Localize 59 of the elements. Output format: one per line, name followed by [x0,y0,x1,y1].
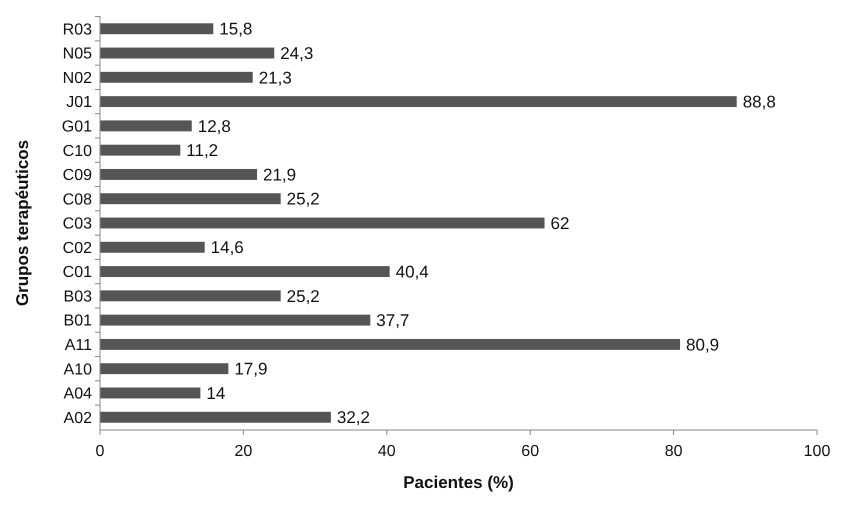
y-tick-label: G01 [62,118,92,136]
bar [100,242,205,253]
bar [100,290,281,302]
data-label: 14,6 [210,238,244,258]
bar [100,218,545,228]
bar [100,72,253,83]
data-label: 12,8 [198,116,231,136]
y-tick-label: B03 [64,288,92,306]
x-axis-title: Pacientes (%) [403,473,514,492]
data-label: 25,2 [286,190,320,209]
y-tick-label: J01 [66,94,92,112]
x-tick-label: 80 [664,443,683,460]
bar [100,48,274,58]
data-label: 21,9 [263,165,296,184]
data-label: 17,9 [234,360,268,379]
bar [100,168,258,180]
bar [100,363,228,374]
y-tick-label: A11 [64,337,92,354]
y-tick-label: A02 [64,410,92,427]
data-label: 24,3 [280,44,314,63]
y-tick-label: N05 [62,46,92,63]
data-label: 25,2 [286,286,320,306]
data-label: 40,4 [396,262,429,282]
bar [100,338,680,350]
y-tick-label: A10 [64,361,92,378]
data-label: 32,2 [336,408,370,428]
y-axis-title: Grupos terapéuticos [13,140,32,306]
data-label: 14 [206,384,226,403]
data-label: 62 [550,214,570,233]
bar [100,412,331,423]
y-tick-label: A04 [64,386,92,403]
y-tick-label: C08 [62,191,92,208]
y-tick-label: C01 [62,264,92,282]
bar [100,144,180,156]
x-tick-label: 0 [96,443,105,460]
bar [100,193,281,204]
x-tick-label: 40 [378,443,396,460]
data-label: 88,8 [742,92,776,112]
x-tick-label: 100 [804,443,830,460]
bar [100,388,200,398]
y-tick-label: C09 [62,167,92,184]
y-tick-label: B01 [64,312,92,330]
bar [100,23,214,34]
data-label: 11,2 [186,141,218,160]
y-tick-label: R03 [62,21,92,38]
bar [100,314,370,326]
bar [100,266,390,278]
data-label: 80,9 [686,335,720,354]
data-label: 21,3 [258,68,292,88]
x-tick-label: 60 [521,443,540,460]
y-tick-label: C10 [62,142,92,160]
x-tick-label: 20 [234,443,252,460]
data-label: 15,8 [219,20,252,39]
bar [100,96,737,108]
bar [100,120,192,132]
data-label: 37,7 [376,311,410,330]
y-tick-label: N02 [62,70,92,87]
y-tick-label: C03 [62,216,92,233]
y-tick-label: C02 [62,240,92,257]
